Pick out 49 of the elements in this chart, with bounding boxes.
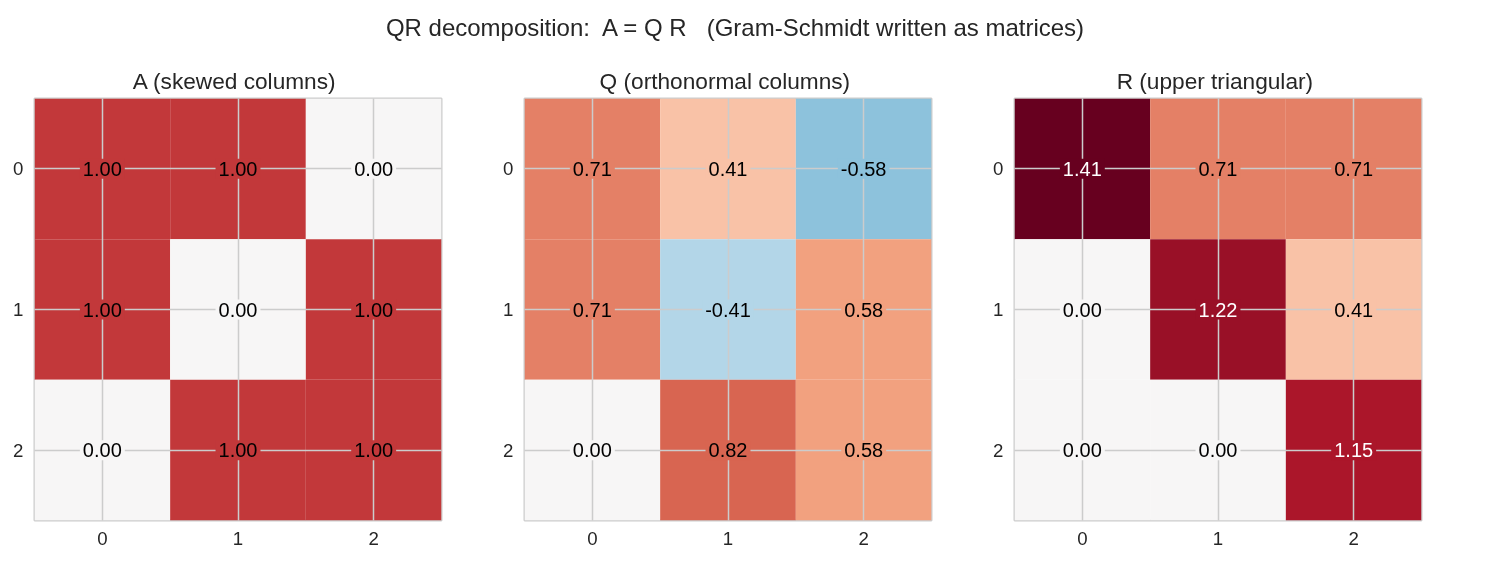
x-tick-label: 1	[1212, 527, 1224, 549]
data-label: 0.58	[844, 298, 884, 321]
data-label: 0.00	[82, 439, 122, 462]
data-label: 1.00	[82, 157, 122, 180]
data-label: 0.00	[218, 298, 258, 321]
data-label: 0.71	[1198, 157, 1238, 180]
y-tick-label: 1	[993, 299, 1004, 320]
data-label: 0.00	[1062, 298, 1102, 321]
y-tick-label: 0	[993, 158, 1004, 180]
y-tick-label: 2	[503, 439, 514, 461]
x-tick-label: 2	[368, 527, 379, 549]
x-tick-label: 0	[97, 527, 108, 549]
data-label: 1.00	[218, 157, 258, 180]
x-tick-label: 2	[858, 527, 869, 549]
x-tick-label: 1	[722, 527, 734, 549]
data-label: -0.58	[840, 157, 887, 180]
data-label: -0.41	[705, 298, 751, 321]
data-label: 0.82	[708, 439, 748, 462]
data-label: 0.58	[844, 439, 884, 462]
y-tick-label: 2	[13, 439, 24, 461]
y-tick-label: 0	[503, 158, 514, 180]
data-label: 1.00	[82, 298, 122, 321]
text: QR decomposition: A = Q R (Gram-Schmidt written as matrices)	[385, 13, 1085, 43]
x-tick-label: 0	[1077, 527, 1088, 549]
data-label: 0.00	[572, 439, 612, 462]
data-label: 0.00	[354, 157, 394, 180]
x-tick-label: 2	[1348, 527, 1359, 549]
chart-title: A (skewed columns)	[132, 67, 336, 94]
data-label: 0.71	[572, 298, 612, 321]
chart-title: R (upper triangular)	[1116, 67, 1314, 94]
chart-title: Q (orthonormal columns)	[599, 67, 851, 94]
data-label: 0.00	[1198, 439, 1238, 462]
data-label: 1.00	[354, 439, 394, 462]
data-label: 1.00	[218, 439, 258, 462]
data-label: 1.00	[354, 298, 394, 321]
y-tick-label: 1	[13, 299, 24, 320]
data-label: 0.00	[1062, 439, 1102, 462]
data-label: 0.71	[572, 157, 612, 180]
data-label: 0.71	[1334, 157, 1374, 180]
x-tick-label: 0	[587, 527, 598, 549]
y-tick-label: 1	[503, 299, 514, 320]
data-label: 1.41	[1062, 157, 1102, 180]
data-label: 1.15	[1334, 439, 1374, 462]
y-tick-label: 0	[13, 158, 24, 180]
data-label: 0.41	[1334, 298, 1374, 321]
data-label: 1.22	[1198, 298, 1238, 321]
data-label: 0.41	[708, 157, 748, 180]
x-tick-label: 1	[232, 527, 244, 549]
y-tick-label: 2	[993, 439, 1004, 461]
